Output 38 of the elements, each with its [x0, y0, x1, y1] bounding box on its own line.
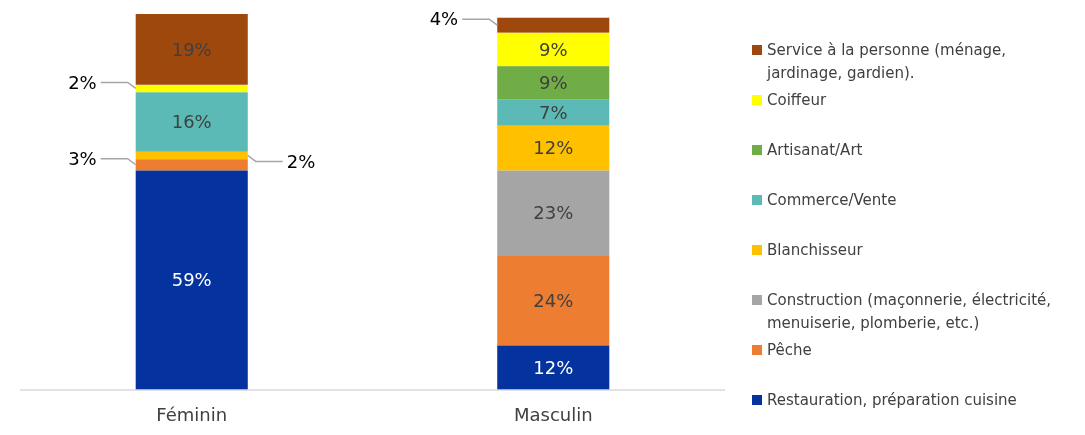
data-label: 12%: [533, 356, 574, 378]
legend-label: Service à la personne (ménage, jardinage, gardien).: [766, 41, 1007, 82]
bar: [497, 99, 610, 126]
bar: [135, 84, 248, 93]
bar: [497, 125, 610, 171]
data-label: 4%: [429, 8, 459, 30]
legend-label: Blanchisseur: [767, 241, 864, 260]
data-label: 2%: [68, 71, 97, 93]
data-label: 59%: [171, 269, 212, 291]
bar: [135, 170, 248, 390]
legend-label: Commerce/Vente: [767, 191, 897, 210]
bar: [497, 170, 610, 256]
bar: [135, 159, 248, 171]
bar: [497, 255, 610, 346]
data-label: 9%: [538, 38, 568, 60]
data-label: 12%: [533, 137, 574, 159]
data-label: 9%: [538, 72, 568, 94]
legend-label: Pêche: [767, 341, 812, 360]
legend-label: Artisanat/Art: [767, 141, 863, 160]
x-tick-label: Masculin: [513, 404, 593, 426]
bar: [497, 66, 610, 100]
data-label: 16%: [171, 111, 212, 133]
data-label: 19%: [171, 38, 212, 60]
legend-label: Coiffeur: [767, 91, 827, 110]
data-label: 3%: [68, 148, 97, 170]
bar: [135, 14, 248, 85]
bar: [497, 345, 610, 390]
bar: [497, 32, 610, 67]
data-label: 7%: [538, 101, 568, 123]
x-tick-label: Féminin: [156, 404, 228, 426]
data-label: 23%: [533, 202, 574, 224]
legend-label: Restauration, préparation cuisine: [767, 391, 1017, 410]
data-label: 24%: [533, 289, 574, 311]
bar: [497, 17, 610, 33]
legend-label: Construction (maçonnerie, électricité, menuiserie, plomberie, etc.): [767, 291, 1052, 332]
bar: [135, 151, 248, 160]
bar: [135, 92, 248, 152]
data-label: 2%: [286, 150, 316, 172]
